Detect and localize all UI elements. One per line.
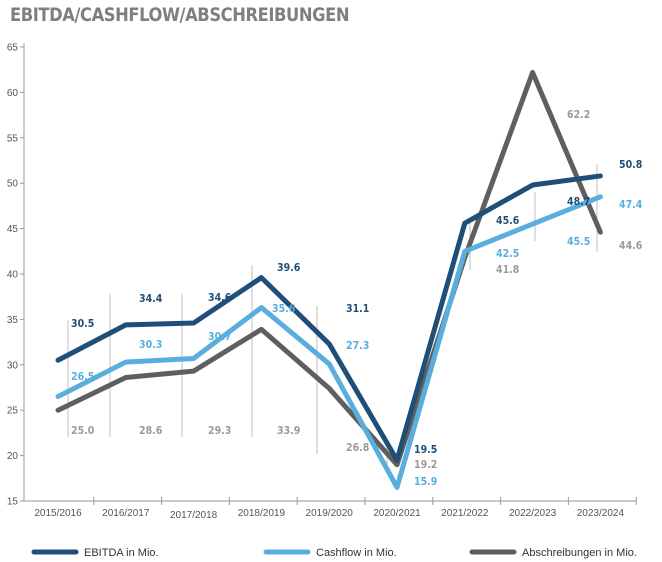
data-label: 39.6	[277, 262, 301, 274]
data-label: 29.3	[208, 425, 231, 437]
data-label: 42.5	[496, 248, 519, 260]
y-tick-label: 30	[7, 360, 19, 371]
legend-label: Abschreibungen in Mio.	[522, 547, 637, 559]
data-label: 47.4	[619, 199, 643, 211]
data-label: 25.0	[71, 425, 95, 437]
y-tick-label: 25	[7, 406, 19, 417]
legend-label: EBITDA in Mio.	[84, 547, 159, 559]
x-tick-label: 2015/2016	[34, 508, 82, 519]
y-tick-label: 55	[7, 133, 19, 144]
x-tick-label: 2021/2022	[441, 508, 489, 519]
x-tick-label: 2017/2018	[170, 510, 218, 521]
x-tick-label: 2023/2024	[577, 508, 625, 519]
data-label: 41.8	[496, 264, 519, 276]
x-tick-label: 2018/2019	[238, 508, 286, 519]
data-label: 27.3	[346, 340, 369, 352]
data-label: 34.4	[139, 293, 163, 305]
y-tick-label: 50	[7, 179, 19, 190]
data-label: 45.6	[496, 215, 520, 227]
data-label: 44.6	[619, 240, 643, 252]
data-label: 48.7	[567, 196, 590, 208]
data-label: 15.9	[414, 476, 437, 488]
data-label: 19.2	[414, 459, 437, 471]
data-label: 28.6	[139, 425, 163, 437]
data-label: 30.5	[71, 318, 94, 330]
x-tick-label: 2019/2020	[306, 508, 354, 519]
data-label: 34.6	[208, 292, 232, 304]
data-label: 30.7	[208, 331, 231, 343]
x-tick-label: 2020/2021	[373, 508, 421, 519]
chart-title: EBITDA/CASHFLOW/ABSCHREIBUNGEN	[10, 4, 350, 26]
data-label: 35.6	[272, 303, 296, 315]
data-label: 30.3	[139, 339, 162, 351]
data-label: 26.8	[346, 442, 369, 454]
series-line	[55, 194, 603, 490]
data-label: 62.2	[567, 109, 590, 121]
y-tick-label: 20	[7, 451, 19, 462]
y-tick-label: 65	[7, 43, 19, 54]
data-label: 19.5	[414, 444, 437, 456]
legend-label: Cashflow in Mio.	[316, 547, 397, 559]
series-line	[55, 173, 603, 463]
data-label: 31.1	[346, 303, 369, 315]
series-line	[55, 69, 603, 468]
data-label: 26.5	[71, 371, 94, 383]
x-tick-label: 2016/2017	[102, 508, 150, 519]
y-tick-label: 40	[7, 270, 19, 281]
data-label: 45.5	[567, 236, 590, 248]
y-tick-label: 35	[7, 315, 19, 326]
x-tick-label: 2022/2023	[509, 508, 557, 519]
y-tick-label: 45	[7, 224, 19, 235]
y-tick-label: 60	[7, 88, 19, 99]
y-tick-label: 15	[7, 497, 19, 508]
data-label: 33.9	[277, 425, 300, 437]
data-label: 50.8	[619, 159, 642, 171]
